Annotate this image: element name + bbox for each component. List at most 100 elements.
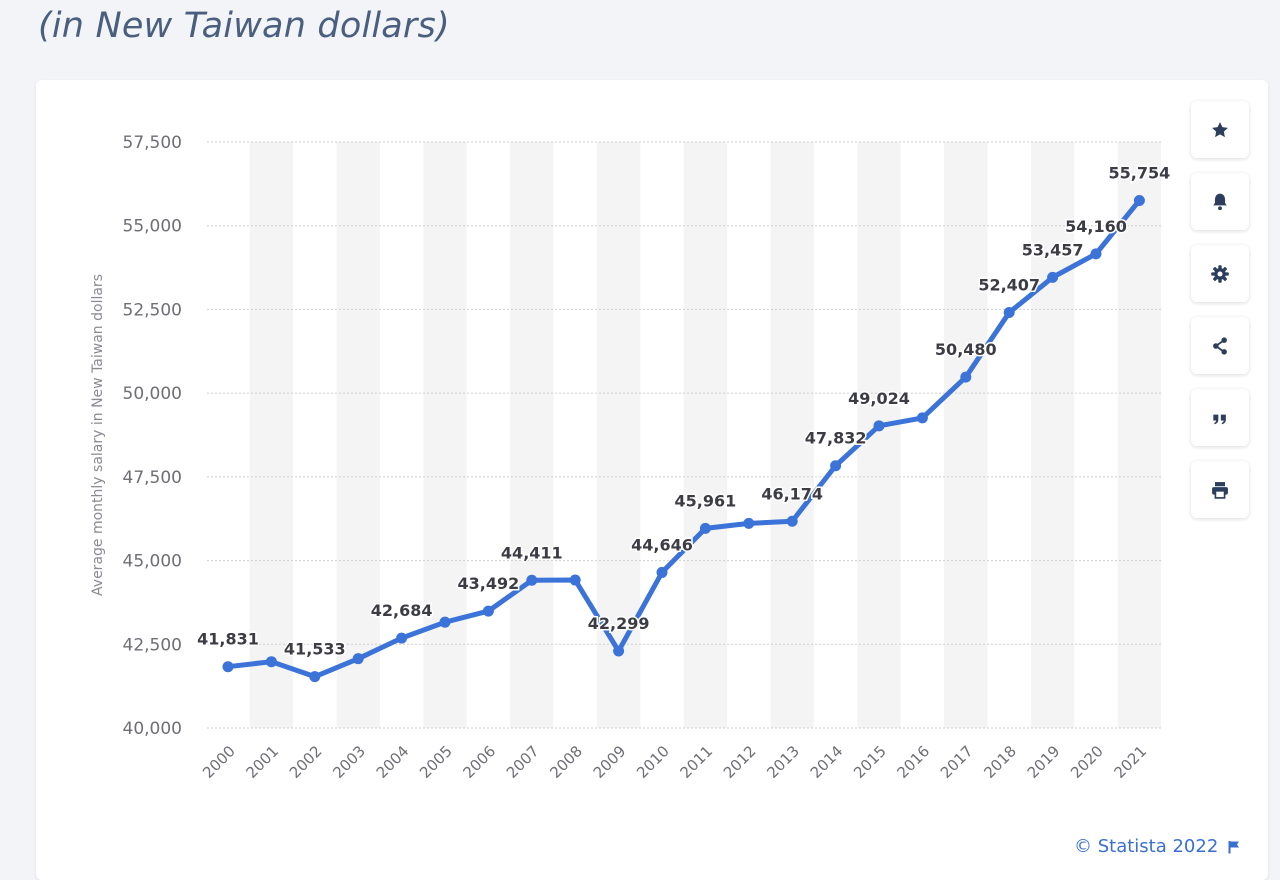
data-point[interactable]: [439, 616, 451, 628]
x-tick-label: 2011: [676, 742, 716, 782]
data-label: 41,533: [284, 640, 346, 659]
share-button[interactable]: [1191, 317, 1249, 374]
data-point[interactable]: [830, 460, 842, 472]
data-point[interactable]: [1003, 307, 1015, 319]
data-point[interactable]: [656, 566, 668, 578]
series-line: [225, 197, 1142, 680]
x-tick-label: 2003: [329, 742, 369, 782]
favorite-button[interactable]: [1191, 101, 1249, 158]
x-tick-label: 2000: [199, 742, 239, 782]
x-tick-label: 2021: [1110, 742, 1150, 782]
x-tick-label: 2006: [459, 742, 499, 782]
x-tick-label: 2004: [373, 742, 413, 782]
bell-icon: [1213, 193, 1227, 210]
x-tick-label: 2013: [763, 742, 803, 782]
data-point[interactable]: [786, 515, 798, 527]
gridlines: [207, 141, 1163, 729]
x-tick-label: 2009: [590, 742, 630, 782]
data-labels: 41,831 41,533 42,684 43,492 44,411 42,299 44,6…: [196, 162, 1172, 660]
grid-band: [336, 142, 380, 728]
x-tick-label: 2017: [937, 742, 977, 782]
flag-icon: [1228, 840, 1240, 853]
y-tick-label: 47,500: [123, 468, 182, 488]
data-label: 45,961: [675, 491, 737, 510]
share-icon: [1213, 336, 1227, 355]
data-point[interactable]: [265, 656, 277, 668]
data-label: 42,684: [371, 601, 433, 620]
data-label: 42,299: [588, 614, 650, 633]
y-axis-label: Average monthly salary in New Taiwan dol…: [90, 274, 106, 596]
x-tick-label: 2014: [807, 742, 847, 782]
x-tick-label: 2002: [286, 742, 326, 782]
data-label: 52,407: [978, 276, 1040, 295]
data-label: 47,832: [805, 429, 867, 448]
data-point[interactable]: [482, 605, 494, 617]
y-tick-label: 52,500: [123, 300, 182, 320]
data-point[interactable]: [743, 517, 755, 529]
grid-band: [596, 142, 641, 728]
x-tick-label: 2015: [850, 742, 890, 782]
data-label: 50,480: [935, 340, 997, 359]
x-tick-label: 2010: [633, 742, 673, 782]
print-button[interactable]: [1191, 461, 1249, 518]
x-tick-label: 2019: [1024, 742, 1064, 782]
data-point[interactable]: [309, 671, 321, 683]
grid-band: [683, 142, 728, 728]
y-tick-label: 42,500: [123, 635, 182, 655]
x-tick-label: 2005: [416, 742, 456, 782]
data-point[interactable]: [526, 574, 538, 586]
y-tick-label: 45,000: [123, 552, 182, 572]
y-tick-label: 40,000: [123, 719, 182, 739]
x-tick-label: 2007: [503, 742, 543, 782]
chart-subtitle: (in New Taiwan dollars): [38, 6, 450, 46]
notification-button[interactable]: [1191, 173, 1249, 230]
data-point[interactable]: [699, 522, 711, 534]
cite-button[interactable]: [1191, 389, 1249, 446]
data-point[interactable]: [222, 661, 234, 673]
data-point[interactable]: [613, 645, 625, 657]
star-icon: [1212, 121, 1228, 137]
data-label: 44,411: [501, 543, 563, 562]
grid-band: [510, 142, 554, 728]
statista-credit[interactable]: © Statista 2022: [1074, 836, 1240, 857]
data-point[interactable]: [873, 420, 885, 432]
data-label: 55,754: [1109, 163, 1171, 182]
data-point[interactable]: [396, 632, 408, 644]
data-point[interactable]: [916, 412, 928, 424]
data-point[interactable]: [569, 574, 581, 586]
data-label: 49,024: [848, 389, 910, 408]
grid-band: [249, 142, 294, 728]
data-point[interactable]: [960, 371, 972, 383]
data-point[interactable]: [1047, 271, 1059, 283]
y-tick-label: 50,000: [123, 384, 182, 404]
data-label: 41,831: [197, 630, 259, 649]
grid-band: [1030, 142, 1075, 728]
data-label: 43,492: [458, 574, 520, 593]
data-point[interactable]: [1133, 194, 1145, 206]
x-axis-ticks: 2000 2001 2002 2003 2004 2005 2006 2007 2008 2009…: [199, 742, 1150, 782]
y-tick-label: 57,500: [123, 133, 182, 153]
credit-text: © Statista 2022: [1074, 836, 1219, 857]
data-label: 53,457: [1022, 240, 1084, 259]
x-tick-label: 2012: [720, 742, 760, 782]
data-points: [222, 194, 1145, 683]
x-tick-label: 2018: [980, 742, 1020, 782]
quote-icon: [1213, 414, 1226, 424]
x-tick-label: 2001: [242, 742, 282, 782]
data-point[interactable]: [352, 653, 364, 665]
data-point[interactable]: [1090, 248, 1102, 260]
settings-button[interactable]: [1191, 245, 1249, 302]
y-tick-label: 55,000: [123, 217, 182, 237]
alternating-bands: [249, 142, 1162, 728]
x-tick-label: 2008: [546, 742, 586, 782]
data-label: 44,646: [631, 535, 693, 554]
grid-band: [1117, 142, 1162, 728]
grid-band: [944, 142, 988, 728]
grid-band: [770, 142, 814, 728]
printer-icon: [1212, 481, 1228, 499]
x-tick-label: 2020: [1067, 742, 1107, 782]
y-axis-ticks: 40,000 42,500 45,000 47,500 50,000 52,500 55,0…: [123, 133, 182, 739]
data-label: 46,174: [761, 484, 823, 503]
grid-band: [423, 142, 467, 728]
